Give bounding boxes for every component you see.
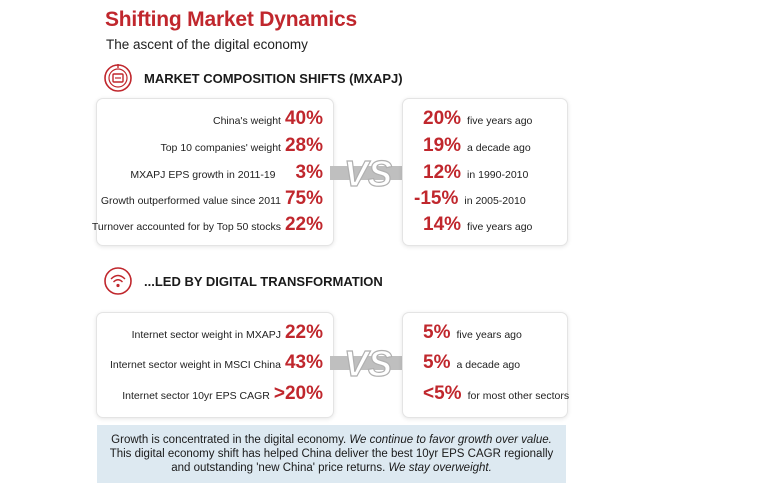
stat-row: 14% five years ago	[423, 214, 532, 236]
shield-target-icon	[103, 63, 133, 93]
stat-row: 12% in 1990-2010	[423, 162, 528, 184]
stat-label: five years ago	[467, 221, 533, 233]
stat-row: MXAPJ EPS growth in 2011-19 3%	[130, 162, 323, 184]
banner-emphasis: We stay overweight.	[388, 462, 492, 474]
stat-row: 5% five years ago	[423, 322, 522, 344]
stat-value: 19%	[423, 135, 462, 156]
vs-badge: VS	[330, 148, 406, 203]
stat-row: China's weight 40%	[213, 108, 323, 130]
digital-transformation-left-card: Internet sector weight in MXAPJ 22% Inte…	[96, 312, 334, 418]
stat-label: Internet sector weight in MXAPJ	[131, 329, 281, 341]
banner-emphasis: We continue to favor growth over value.	[349, 434, 552, 446]
stat-label: in 2005-2010	[464, 195, 526, 207]
stat-row: 20% five years ago	[423, 108, 532, 130]
section-title-market-composition: MARKET COMPOSITION SHIFTS (MXAPJ)	[144, 71, 403, 86]
stat-label: Turnover accounted for by Top 50 stocks	[91, 221, 281, 233]
stat-value: 5%	[423, 322, 451, 343]
stat-value: 14%	[423, 214, 462, 235]
stat-value: 22%	[284, 214, 323, 235]
stat-value: -15%	[414, 188, 459, 209]
stat-row: <5% for most other sectors	[423, 383, 569, 405]
stat-row: Top 10 companies' weight 28%	[160, 135, 323, 157]
digital-transformation-right-card: 5% five years ago 5% a decade ago <5% fo…	[402, 312, 569, 418]
market-composition-left-card: China's weight 40% Top 10 companies' wei…	[92, 98, 334, 246]
stat-row: Internet sector weight in MSCI China 43%	[110, 352, 323, 374]
stat-row: Internet sector weight in MXAPJ 22%	[132, 322, 323, 344]
stat-label: Top 10 companies' weight	[160, 142, 281, 154]
stat-label: Internet sector 10yr EPS CAGR	[122, 390, 270, 402]
stat-label: MXAPJ EPS growth in 2011-19	[130, 169, 276, 181]
stat-label: Internet sector weight in MSCI China	[109, 359, 281, 371]
banner-text: Growth is concentrated in the digital ec…	[111, 434, 350, 446]
stat-row: 5% a decade ago	[423, 352, 520, 374]
stat-value: 12%	[423, 162, 462, 183]
stat-label: in 1990-2010	[467, 169, 529, 181]
vs-text: VS	[344, 343, 392, 384]
stat-value: 43%	[284, 352, 323, 373]
stat-value: 3%	[295, 162, 323, 183]
stat-row: 19% a decade ago	[423, 135, 531, 157]
stat-label: Growth outperformed value since 2011	[100, 195, 281, 207]
stat-label: China's weight	[213, 115, 281, 127]
stat-value: 75%	[284, 188, 323, 209]
vs-text: VS	[344, 153, 392, 194]
stat-label: five years ago	[467, 115, 533, 127]
stat-value: 22%	[284, 322, 323, 343]
banner-line-3: and outstanding 'new China' price return…	[97, 461, 566, 475]
page-title: Shifting Market Dynamics	[105, 8, 357, 31]
banner-text: and outstanding 'new China' price return…	[171, 462, 389, 474]
stat-row: Turnover accounted for by Top 50 stocks …	[92, 214, 323, 236]
section-title-digital-transformation: ...LED BY DIGITAL TRANSFORMATION	[144, 274, 383, 289]
stat-label: a decade ago	[467, 142, 531, 154]
stat-label: a decade ago	[456, 359, 521, 371]
summary-banner: Growth is concentrated in the digital ec…	[97, 425, 566, 483]
stat-row: -15% in 2005-2010	[414, 188, 526, 210]
stat-value: 28%	[284, 135, 323, 156]
stat-value: 5%	[423, 352, 451, 373]
market-composition-right-card: 20% five years ago 19% a decade ago 12% …	[402, 98, 568, 246]
stat-label: for most other sectors	[467, 390, 570, 402]
page-subtitle: The ascent of the digital economy	[106, 37, 308, 52]
banner-line-2: This digital economy shift has helped Ch…	[109, 448, 554, 460]
vs-badge: VS	[330, 338, 406, 393]
stat-value: 20%	[423, 108, 462, 129]
wifi-globe-icon	[103, 266, 133, 296]
stat-value: <5%	[423, 383, 462, 404]
banner-line-1: Growth is concentrated in the digital ec…	[97, 433, 566, 447]
stat-row: Growth outperformed value since 2011 75%	[101, 188, 323, 210]
stat-value: >20%	[273, 383, 323, 404]
stat-row: Internet sector 10yr EPS CAGR >20%	[122, 383, 323, 405]
stat-label: five years ago	[456, 329, 522, 341]
stat-value: 40%	[284, 108, 323, 129]
